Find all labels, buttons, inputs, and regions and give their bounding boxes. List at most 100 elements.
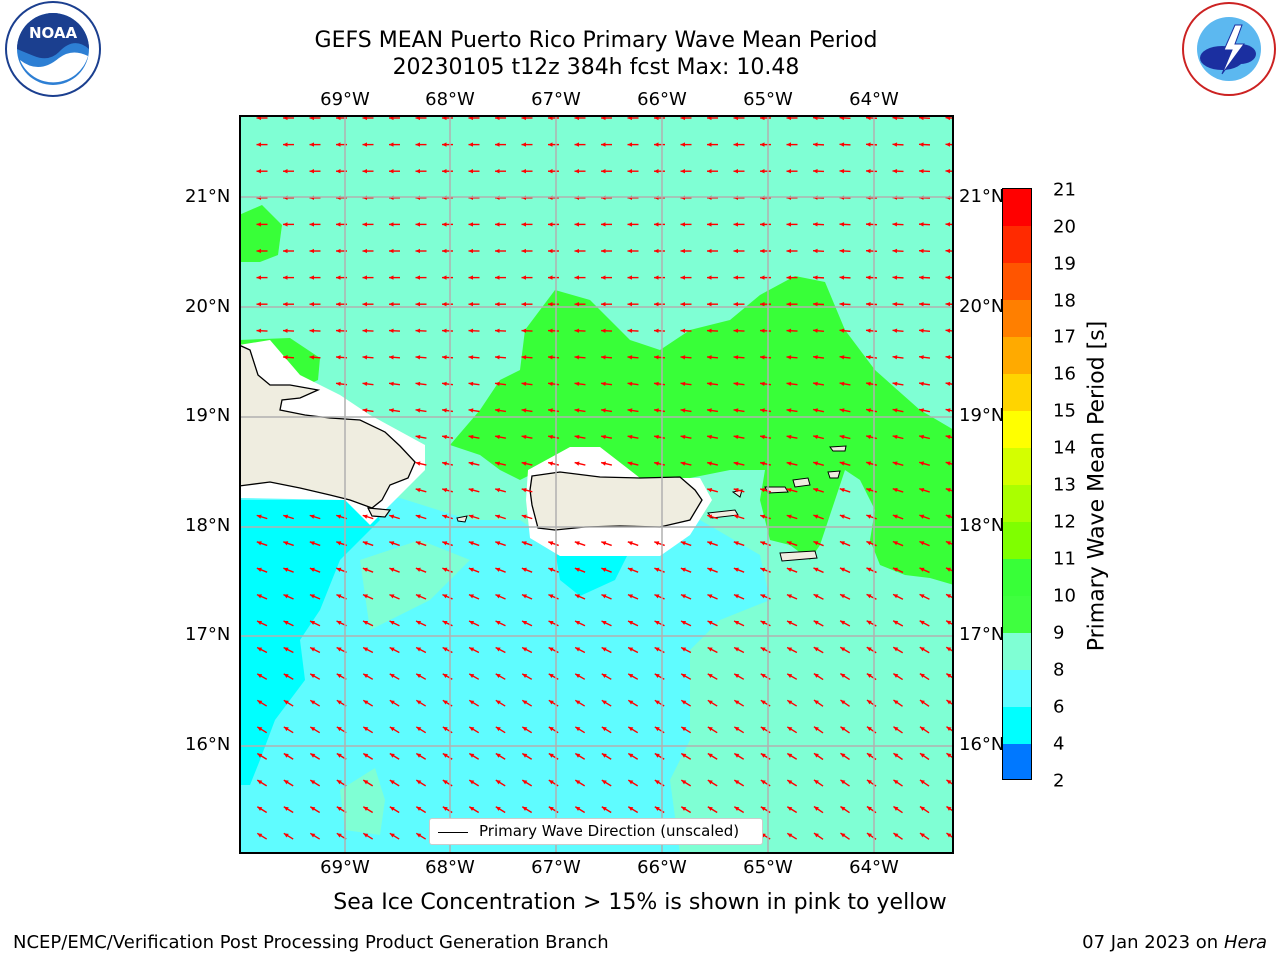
wave-arrow-head — [362, 169, 368, 174]
wave-arrow-head — [919, 514, 925, 519]
wave-arrow-head — [574, 222, 580, 227]
wave-arrow-head — [389, 381, 394, 387]
wave-arrow-head — [389, 726, 395, 732]
wave-arrow-head — [283, 541, 289, 546]
wave-arrow-head — [733, 594, 739, 599]
wave-arrow-head — [389, 806, 395, 811]
wave-arrow-head — [786, 594, 792, 599]
lat-label-right: 20°N — [959, 296, 1005, 317]
wave-arrow-head — [839, 275, 845, 280]
wave-arrow-head — [283, 514, 289, 519]
wave-arrow-head — [336, 594, 342, 599]
wave-arrow-head — [389, 142, 394, 147]
wave-arrow-head — [654, 621, 660, 625]
colorbar-band — [1003, 707, 1031, 744]
wave-arrow-head — [840, 620, 846, 625]
wave-arrow-head — [707, 673, 713, 678]
wave-arrow-head — [919, 168, 924, 174]
wave-arrow-head — [734, 647, 740, 652]
wave-arrow-head — [813, 833, 819, 838]
wave-arrow-head — [336, 222, 341, 227]
wave-arrow-head — [866, 594, 872, 599]
wave-arrow-head — [256, 567, 262, 572]
wave-arrow-head — [680, 355, 686, 360]
wave-arrow-head — [548, 700, 554, 705]
wave-arrow-head — [468, 142, 474, 147]
wave-arrow-head — [866, 620, 872, 625]
wave-arrow-head — [362, 302, 368, 307]
wave-arrow-head — [442, 142, 447, 147]
wave-arrow-head — [521, 567, 527, 572]
wave-arrow-head — [574, 567, 580, 572]
colorbar-band — [1003, 263, 1031, 300]
wave-arrow-head — [283, 328, 288, 333]
wave-arrow-head — [681, 673, 687, 678]
wave-arrow-head — [892, 275, 898, 280]
wave-arrow-head — [654, 302, 659, 307]
wave-arrow-head — [839, 567, 845, 572]
wave-arrow-head — [654, 328, 659, 333]
wave-arrow-head — [654, 142, 659, 147]
wave-arrow-head — [522, 647, 528, 652]
wave-arrow-head — [866, 461, 872, 466]
footer-right: 07 Jan 2023 on Hera — [1082, 932, 1267, 953]
wave-arrow-head — [654, 594, 660, 599]
wave-arrow-head — [840, 779, 846, 785]
wave-arrow-head — [839, 328, 845, 333]
wave-arrow-head — [468, 222, 474, 227]
wave-arrow-head — [336, 355, 341, 360]
wave-arrow-head — [442, 169, 447, 174]
wave-arrow-head — [495, 248, 500, 254]
wave-arrow-head — [760, 461, 766, 466]
wave-arrow-head — [786, 302, 792, 307]
wave-arrow-head — [654, 726, 660, 732]
wave-arrow-head — [680, 169, 686, 174]
wave-arrow-head — [707, 381, 712, 387]
wave-arrow-head — [521, 488, 527, 493]
wave-arrow-head — [362, 355, 368, 360]
wave-arrow-head — [389, 222, 394, 227]
ocean-period-6-8-patch — [555, 550, 630, 596]
wave-arrow-head — [389, 780, 395, 785]
wave-arrow-head — [707, 328, 712, 333]
wave-arrow-head — [362, 541, 368, 546]
wave-arrow-head — [601, 434, 606, 440]
wave-arrow-head — [468, 169, 474, 174]
puerto-rico-land — [529, 471, 703, 531]
wave-arrow-head — [574, 248, 580, 254]
wave-arrow-head — [495, 567, 501, 572]
wave-arrow-head — [681, 647, 687, 652]
wave-arrow-head — [522, 806, 528, 811]
wave-arrow-head — [654, 275, 659, 280]
wave-arrow-head — [628, 726, 634, 732]
wave-arrow-head — [786, 514, 792, 519]
wave-arrow-head — [389, 169, 394, 174]
wave-arrow-head — [707, 248, 712, 254]
wave-arrow-head — [946, 673, 952, 678]
colorbar-tick: 10 — [1053, 585, 1076, 607]
wave-arrow-head — [310, 780, 316, 785]
wave-arrow-head — [521, 381, 527, 387]
wave-arrow-head — [601, 248, 606, 254]
wave-arrow-head — [495, 381, 500, 387]
wave-arrow-head — [468, 355, 474, 360]
wave-arrow-head — [733, 381, 739, 387]
wave-arrow-head — [601, 753, 607, 758]
wave-arrow-head — [813, 461, 819, 466]
sea-ice-note: Sea Ice Concentration > 15% is shown in … — [0, 890, 1280, 915]
wave-arrow-head — [707, 621, 713, 625]
wave-arrow-head — [495, 514, 501, 519]
wave-arrow-head — [363, 700, 369, 705]
wave-arrow-head — [601, 806, 607, 811]
wave-arrow-head — [760, 222, 765, 227]
tortola-island — [792, 477, 811, 488]
wave-arrow-head — [866, 567, 872, 572]
wave-arrow-head — [892, 514, 898, 519]
wave-arrow-head — [919, 301, 924, 307]
wave-arrow-head — [919, 647, 925, 652]
wave-arrow-head — [283, 248, 288, 254]
wave-arrow-head — [945, 275, 951, 280]
wave-arrow-head — [760, 621, 766, 625]
lat-label-right: 17°N — [959, 624, 1005, 645]
wave-arrow-head — [946, 700, 952, 705]
